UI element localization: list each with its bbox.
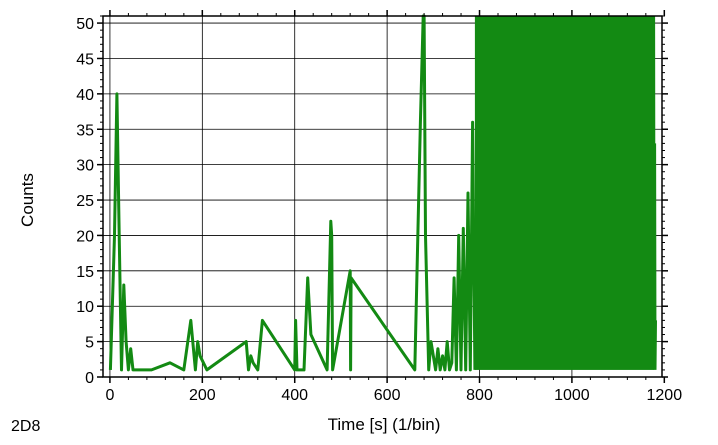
x-tick-label: 600	[374, 387, 401, 404]
series-line-tail	[653, 15, 657, 370]
y-tick-label: 30	[76, 158, 94, 175]
x-tick-label: 0	[105, 387, 114, 404]
series-line	[108, 14, 657, 372]
plot-frame	[102, 15, 663, 378]
y-tick-label: 15	[76, 264, 94, 281]
axis-ticks	[97, 10, 668, 383]
x-tick-label: 400	[281, 387, 308, 404]
series-line-sparse	[108, 14, 477, 372]
corner-label: 2D8	[11, 418, 40, 435]
x-axis-label: Time [s] (1/bin)	[328, 415, 441, 434]
x-tick-label: 200	[189, 387, 216, 404]
x-tick-label: 1200	[647, 387, 683, 404]
y-tick-label: 35	[76, 122, 94, 139]
y-tick-label: 50	[76, 16, 94, 33]
y-tick-label: 20	[76, 228, 94, 245]
y-tick-label: 40	[76, 87, 94, 104]
x-tick-labels: 0 200 400 600 800 1000 1200	[105, 387, 682, 404]
y-tick-label: 5	[85, 335, 94, 352]
gridlines	[103, 16, 662, 377]
y-tick-label: 45	[76, 51, 94, 68]
series-dense-region	[474, 16, 655, 370]
y-axis-label: Counts	[18, 173, 37, 227]
y-tick-label: 10	[76, 299, 94, 316]
y-tick-label: 25	[76, 193, 94, 210]
y-tick-labels: 0 5 10 15 20 25 30 35 40 45 50	[76, 16, 94, 387]
x-tick-label: 800	[466, 387, 493, 404]
x-tick-label: 1000	[554, 387, 590, 404]
y-tick-label: 0	[85, 370, 94, 387]
